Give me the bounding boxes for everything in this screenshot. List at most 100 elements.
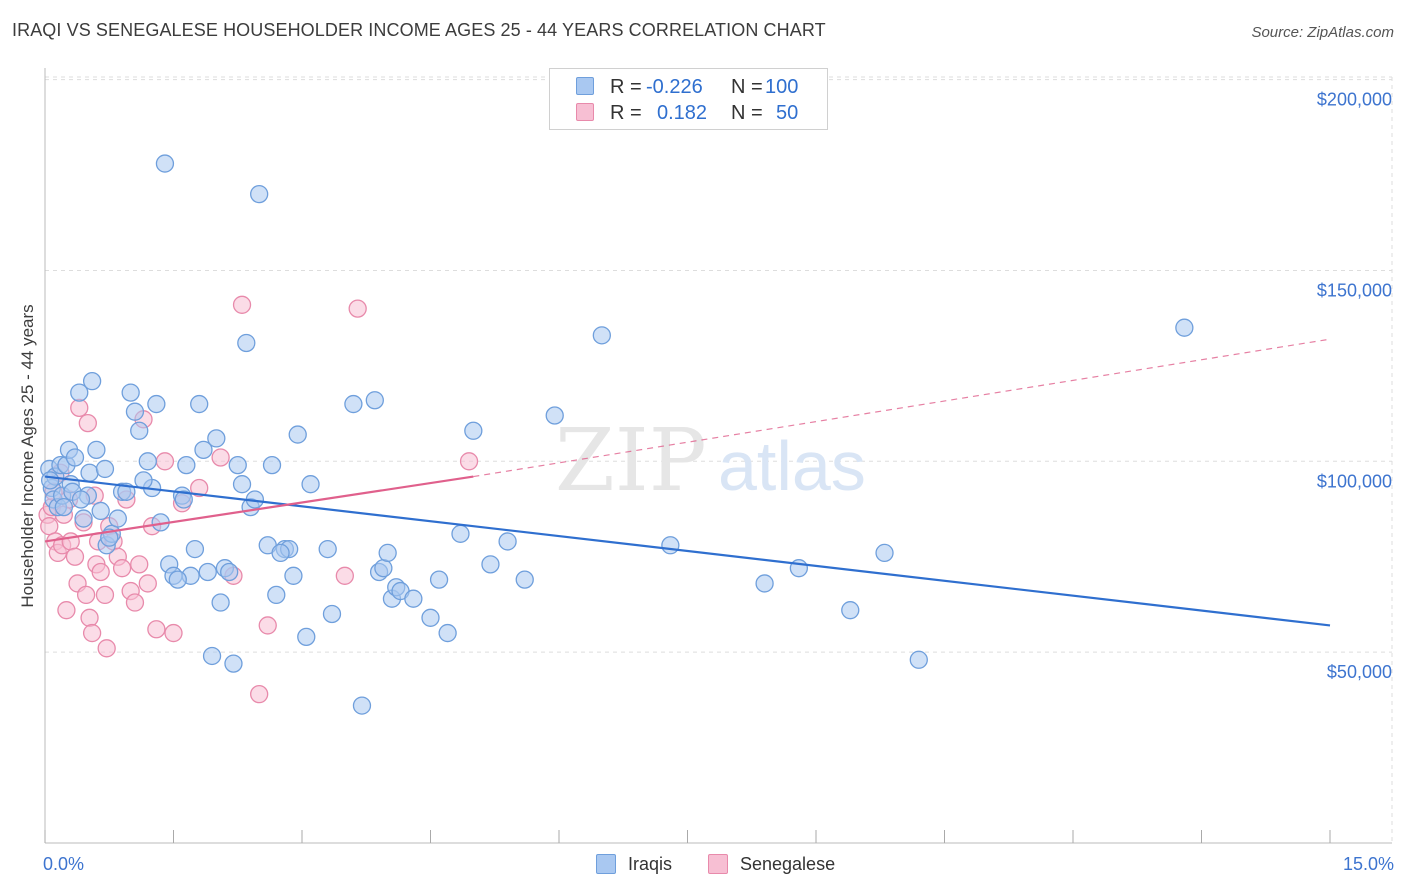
iraqis-point: [232, 475, 252, 494]
senegalese-point: [164, 623, 183, 643]
senegalese-point: [335, 566, 354, 585]
x-tick-label-min: 0.0%: [43, 854, 84, 874]
senegalese-point: [348, 299, 367, 318]
iraqis-point: [271, 543, 290, 563]
senegalese-point: [82, 623, 102, 643]
iraqis-r-value: -0.226: [646, 76, 703, 98]
senegalese-trend-extension: [473, 338, 1331, 478]
iraqis-point: [155, 154, 175, 173]
y-tick-label: $50,000: [1327, 662, 1392, 682]
iraqis-point: [875, 543, 894, 563]
iraqis-point: [147, 394, 166, 414]
iraqis-point: [40, 471, 60, 490]
iraqis-point: [168, 570, 187, 589]
iraqis-point: [54, 497, 73, 517]
senegalese-point: [40, 517, 59, 536]
senegalese-point: [70, 398, 89, 418]
iraqis-point: [545, 406, 564, 425]
senegalese-point: [232, 295, 252, 314]
iraqis-point: [80, 463, 99, 482]
axes: [44, 68, 1392, 844]
iraqis-swatch: [576, 77, 594, 95]
senegalese-point: [147, 620, 166, 639]
iraqis-point: [352, 696, 372, 715]
senegalese-legend-swatch: [708, 854, 728, 874]
stats-row-iraqis: R = -0.226 N = 100: [550, 74, 827, 100]
senegalese-point: [61, 532, 80, 551]
senegalese-point: [211, 448, 230, 467]
iraqis-point: [301, 475, 320, 494]
iraqis-point: [87, 440, 106, 459]
iraqis-point: [429, 570, 449, 589]
iraqis-point: [202, 646, 222, 666]
senegalese-point: [138, 574, 157, 593]
iraqis-point: [71, 490, 91, 509]
x-tick-labels: 0.0% 15.0%: [43, 854, 1394, 874]
iraqis-point: [318, 539, 337, 559]
iraqis-point: [190, 394, 209, 414]
iraqis-point: [322, 604, 342, 624]
iraqis-trend-line: [44, 475, 1331, 627]
iraqis-point: [174, 490, 193, 509]
senegalese-point: [155, 452, 175, 471]
iraqis-point: [74, 509, 93, 528]
iraqis-point: [498, 532, 517, 551]
iraqis-point: [108, 509, 127, 528]
iraqis-point: [909, 650, 928, 669]
iraqis-point: [220, 562, 239, 582]
iraqis-point: [1175, 318, 1194, 337]
iraqis-point: [755, 574, 774, 593]
iraqis-point: [207, 429, 226, 448]
senegalese-trend-line: [44, 475, 474, 543]
iraqis-point: [70, 383, 89, 402]
y-tick-label: $150,000: [1317, 280, 1392, 300]
trend-lines: [44, 338, 1331, 627]
y-tick-label: $200,000: [1317, 90, 1392, 110]
iraqis-point: [374, 559, 393, 578]
x-tick-label-max: 15.0%: [1343, 854, 1394, 874]
iraqis-point: [185, 539, 205, 559]
iraqis-point: [228, 455, 247, 475]
iraqis-point: [378, 543, 397, 563]
iraqis-point: [592, 326, 611, 345]
legend-label-iraqis: Iraqis: [628, 854, 673, 874]
r-label: R =: [610, 102, 642, 124]
iraqis-point: [177, 455, 196, 475]
stats-row-senegalese: R = 0.182 N = 50: [550, 100, 827, 126]
iraqis-point: [284, 566, 303, 585]
iraqis-point: [288, 425, 307, 444]
iraqis-point: [451, 524, 470, 543]
y-tick-label: $100,000: [1317, 471, 1392, 491]
iraqis-point: [365, 391, 384, 410]
senegalese-point: [78, 413, 97, 433]
senegalese-r-value: 0.182: [657, 102, 708, 124]
senegalese-point: [57, 601, 76, 620]
iraqis-point: [65, 448, 85, 467]
iraqis-point: [841, 601, 860, 620]
senegalese-point: [95, 585, 115, 605]
r-label: R =: [610, 76, 642, 98]
iraqis-point: [250, 184, 269, 204]
iraqis-point: [661, 536, 680, 555]
source-credit: Source: ZipAtlas.com: [1251, 24, 1394, 41]
iraqis-point: [297, 627, 316, 647]
iraqis-point: [237, 333, 256, 353]
iraqis-point: [95, 459, 115, 479]
iraqis-point: [82, 371, 102, 391]
iraqis-point: [194, 440, 213, 459]
senegalese-point: [97, 639, 116, 658]
iraqis-point: [130, 421, 149, 440]
senegalese-swatch: [576, 103, 594, 121]
senegalese-point: [130, 555, 149, 574]
n-label: N =: [731, 102, 763, 124]
iraqis-point: [138, 452, 157, 471]
iraqis-point: [267, 585, 286, 605]
iraqis-legend-swatch: [596, 854, 616, 874]
iraqis-point: [91, 501, 110, 521]
senegalese-point: [250, 684, 269, 704]
iraqis-point: [344, 394, 363, 414]
senegalese-point: [258, 616, 277, 635]
n-label: N =: [731, 76, 763, 98]
iraqis-point: [438, 623, 457, 643]
